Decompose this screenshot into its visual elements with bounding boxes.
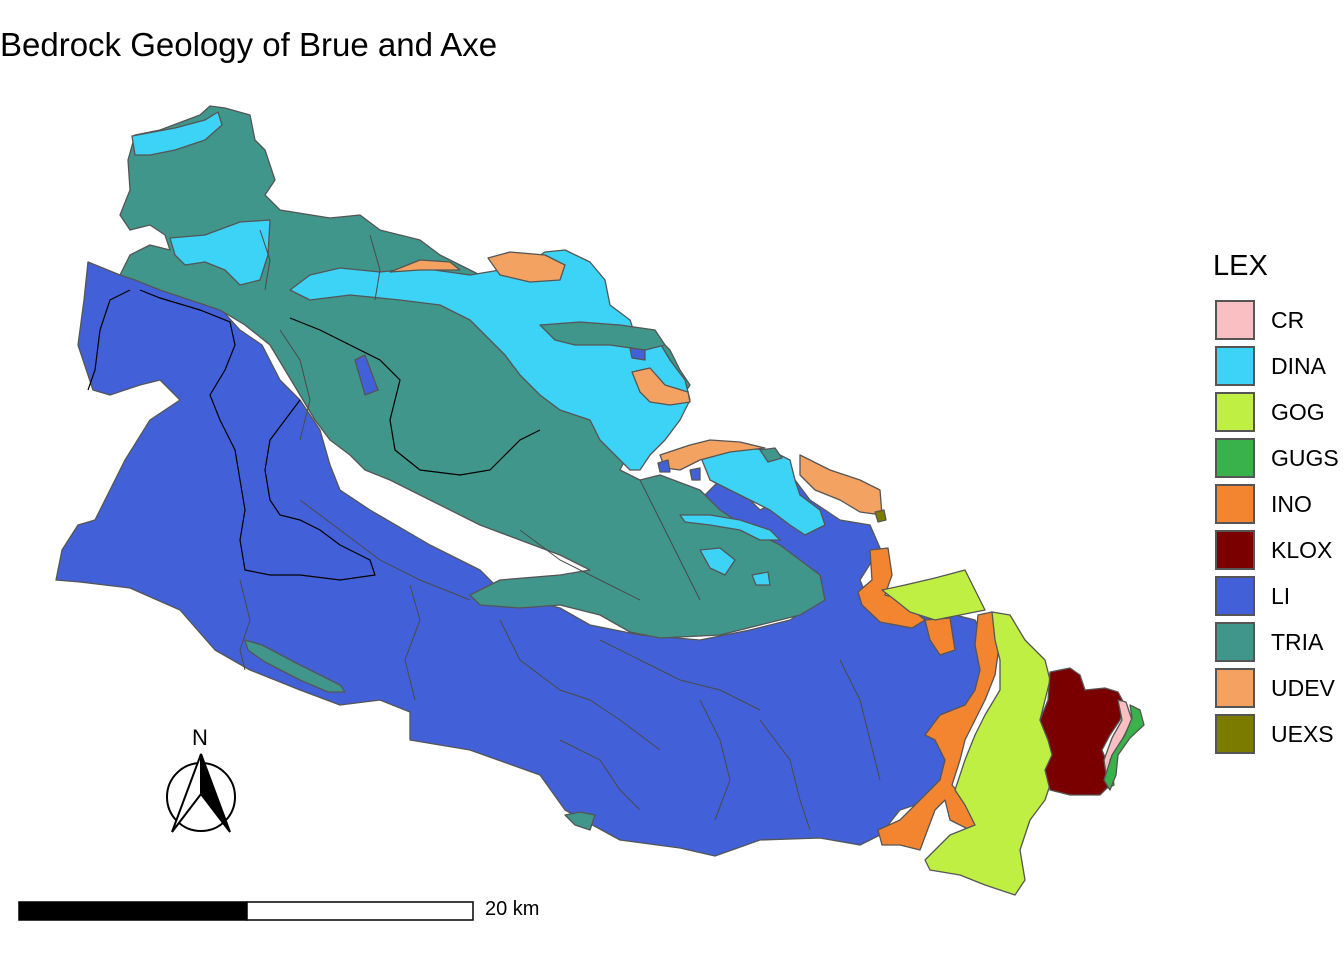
legend: LEX CR DINA GOG GUGS INO KLOX LI TRIA UD…	[1213, 250, 1339, 757]
catchment-line-8	[839, 659, 881, 781]
scale-bar-label: 20 km	[485, 898, 540, 920]
legend-label: KLOX	[1271, 536, 1333, 563]
legend-item: CR	[1213, 297, 1339, 343]
legend-item: KLOX	[1213, 527, 1339, 573]
catchment-line-11	[639, 479, 701, 601]
legend-swatch	[1215, 576, 1255, 616]
legend-swatch	[1215, 668, 1255, 708]
catchment-line-14	[369, 234, 381, 301]
legend-label: UEXS	[1271, 720, 1334, 747]
subcatchment-boundary	[139, 289, 376, 581]
catchment-line-5	[559, 739, 641, 811]
unit-tria-sliver1	[244, 639, 346, 693]
unit-gugs	[1103, 704, 1145, 791]
unit-uexs	[874, 509, 887, 523]
catchment-line-4	[599, 639, 761, 711]
unit-ino-2	[877, 611, 1001, 851]
unit-dina-strip2	[699, 547, 736, 576]
legend-label: CR	[1271, 306, 1305, 333]
legend-label: UDEV	[1271, 674, 1335, 701]
unit-dina-strip1	[679, 514, 781, 541]
unit-tria-in-dina1	[539, 321, 666, 351]
legend-label: GOG	[1271, 398, 1325, 425]
unit-li-bit1	[354, 354, 379, 396]
unit-tria-sliver2	[564, 811, 596, 831]
catchment-line-9	[299, 499, 471, 601]
map-title: Bedrock Geology of Brue and Axe	[0, 26, 498, 63]
unit-li-bit4	[657, 459, 671, 473]
legend-item: GOG	[1213, 389, 1339, 435]
unit-gog-1	[881, 569, 986, 621]
unit-dina-nw	[131, 111, 223, 156]
legend-swatch	[1215, 484, 1255, 524]
legend-swatch	[1215, 300, 1255, 340]
legend-item: GUGS	[1213, 435, 1339, 481]
unit-dina-w	[169, 219, 271, 286]
unit-udev-4	[659, 439, 766, 471]
legend-item: INO	[1213, 481, 1339, 527]
unit-cr	[1103, 699, 1133, 789]
unit-udev-3	[631, 367, 691, 406]
catchment-line-13	[259, 229, 271, 291]
subcatchment-boundary-2	[289, 317, 541, 476]
catchment-line-2	[404, 584, 421, 701]
catchment-line-10	[519, 529, 641, 601]
legend-item: TRIA	[1213, 619, 1339, 665]
legend-item: LI	[1213, 573, 1339, 619]
subcatchment-boundary-3	[87, 289, 131, 391]
legend-item: UEXS	[1213, 711, 1339, 757]
legend-label: TRIA	[1271, 628, 1324, 655]
catchment-line-3	[499, 619, 661, 751]
legend-label: INO	[1271, 490, 1312, 517]
north-label: N	[192, 725, 208, 750]
legend-swatch	[1215, 346, 1255, 386]
unit-udev-5	[799, 454, 883, 516]
legend-label: LI	[1271, 582, 1291, 609]
legend-item: DINA	[1213, 343, 1339, 389]
catchment-line-1	[239, 579, 251, 671]
legend-label: GUGS	[1271, 444, 1339, 471]
legend-label: DINA	[1271, 352, 1326, 379]
geology-map	[55, 105, 1145, 896]
unit-li-bit3	[689, 467, 701, 481]
legend-item: UDEV	[1213, 665, 1339, 711]
legend-swatch	[1215, 530, 1255, 570]
unit-udev-1	[389, 259, 461, 273]
legend-swatch	[1215, 622, 1255, 662]
unit-li-main	[55, 261, 991, 857]
catchment-line-7	[759, 719, 811, 831]
unit-dina-strip3	[751, 571, 771, 586]
legend-swatch	[1215, 438, 1255, 478]
catchment-line-6	[699, 699, 731, 821]
legend-title: LEX	[1213, 250, 1268, 282]
unit-li-bit2	[629, 347, 646, 361]
unit-tria-in-dina2	[759, 447, 783, 463]
unit-udev-2	[487, 251, 566, 283]
legend-swatch	[1215, 714, 1255, 754]
legend-items: CR DINA GOG GUGS INO KLOX LI TRIA UDEV U…	[1213, 297, 1339, 757]
legend-swatch	[1215, 392, 1255, 432]
north-arrow-icon: N	[166, 725, 236, 833]
unit-tria-main	[119, 105, 826, 639]
scale-bar	[18, 901, 474, 921]
catchment-line-12	[279, 329, 311, 441]
unit-gog-2	[924, 611, 1056, 896]
